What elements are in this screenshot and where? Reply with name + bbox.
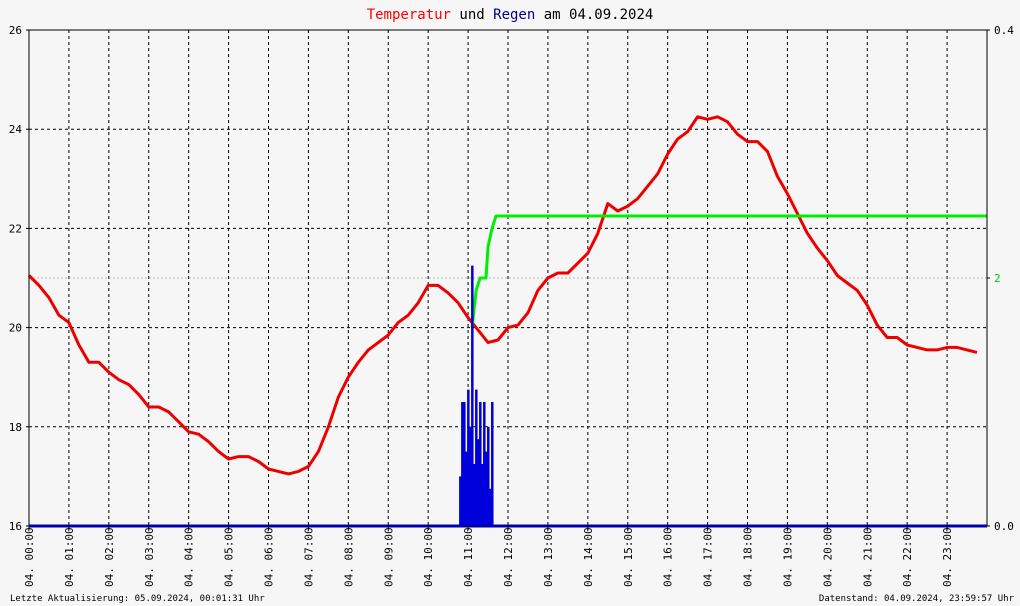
rain-bar-8 (475, 389, 478, 526)
rain-bar-12 (483, 402, 486, 526)
x-tick-label-6: 04. 06:00 (263, 527, 276, 587)
x-tick-label-17: 04. 17:00 (702, 527, 715, 587)
x-tick-label-22: 04. 22:00 (901, 527, 914, 587)
last-update-text: Letzte Aktualisierung: 05.09.2024, 00:01… (10, 594, 265, 604)
x-tick-label-2: 04. 02:00 (103, 527, 116, 587)
rain-bar-14 (487, 426, 490, 526)
series-layer (27, 115, 987, 526)
x-tick-label-8: 04. 08:00 (342, 527, 355, 587)
x-tick-label-21: 04. 21:00 (861, 527, 874, 587)
rain-bar-16 (491, 402, 494, 526)
x-tick-label-16: 04. 16:00 (662, 527, 675, 587)
rain-bar-10 (479, 402, 482, 526)
y-left-tick-label-5: 26 (9, 24, 22, 37)
x-tick-label-15: 04. 15:00 (622, 527, 635, 587)
label-layer: 16 18 20 22 24 26 0.0 2 0.4 04. 00:00 04. 01:00 04.… (9, 24, 1014, 587)
rain-bar-15 (489, 488, 492, 526)
x-tick-label-14: 04. 14:00 (582, 527, 595, 587)
x-tick-label-11: 04. 11:00 (462, 527, 475, 587)
y-left-tick-label-0: 16 (9, 520, 22, 533)
rain-bar-2 (463, 402, 466, 526)
title-part-1: und (451, 7, 493, 23)
y-left-tick-label-3: 22 (9, 222, 22, 235)
rain-bar-9 (477, 439, 480, 526)
x-tick-label-13: 04. 13:00 (542, 527, 555, 587)
rain-bar-7 (473, 464, 476, 526)
rain-bar-1 (461, 402, 464, 526)
x-tick-label-19: 04. 19:00 (781, 527, 794, 587)
rain-bar-4 (467, 389, 470, 526)
rain-bar-6 (471, 265, 474, 526)
x-tick-label-10: 04. 10:00 (422, 527, 435, 587)
x-tick-label-4: 04. 04:00 (183, 527, 196, 587)
y-left-tick-label-2: 20 (9, 322, 22, 335)
rain-bar-11 (481, 464, 484, 526)
title-part-0: Temperatur (367, 7, 451, 23)
x-tick-label-0: 04. 00:00 (23, 527, 36, 587)
y-right-tick-label-2: 0.4 (994, 24, 1014, 37)
grid (29, 30, 987, 526)
chart-title: Temperatur und Regen am 04.09.2024 (367, 7, 654, 23)
x-tick-label-3: 04. 03:00 (143, 527, 156, 587)
temperature-line (27, 115, 978, 476)
x-tick-label-23: 04. 23:00 (941, 527, 954, 587)
y-right-tick-label-0: 0.0 (994, 520, 1014, 533)
rain-bar-3 (465, 451, 468, 526)
x-tick-label-18: 04. 18:00 (742, 527, 755, 587)
rain-bar-5 (469, 426, 472, 526)
x-tick-label-9: 04. 09:00 (382, 527, 395, 587)
x-tick-label-7: 04. 07:00 (302, 527, 315, 587)
data-status-text: Datenstand: 04.09.2024, 23:59:57 Uhr (819, 594, 1015, 604)
y-right-tick-label-1: 2 (994, 272, 1001, 285)
axis-layer (26, 29, 990, 530)
title-part-2: Regen (493, 7, 535, 23)
rain-bar-13 (485, 451, 488, 526)
x-tick-label-20: 04. 20:00 (821, 527, 834, 587)
y-left-tick-label-4: 24 (9, 123, 23, 136)
rain_cumulative-line (470, 214, 987, 328)
y-left-tick-label-1: 18 (9, 421, 22, 434)
x-tick-label-5: 04. 05:00 (223, 527, 236, 587)
x-tick-label-12: 04. 12:00 (502, 527, 515, 587)
x-tick-label-1: 04. 01:00 (63, 527, 76, 587)
rain-bar-0 (459, 476, 462, 526)
title-part-3: am 04.09.2024 (535, 7, 653, 23)
